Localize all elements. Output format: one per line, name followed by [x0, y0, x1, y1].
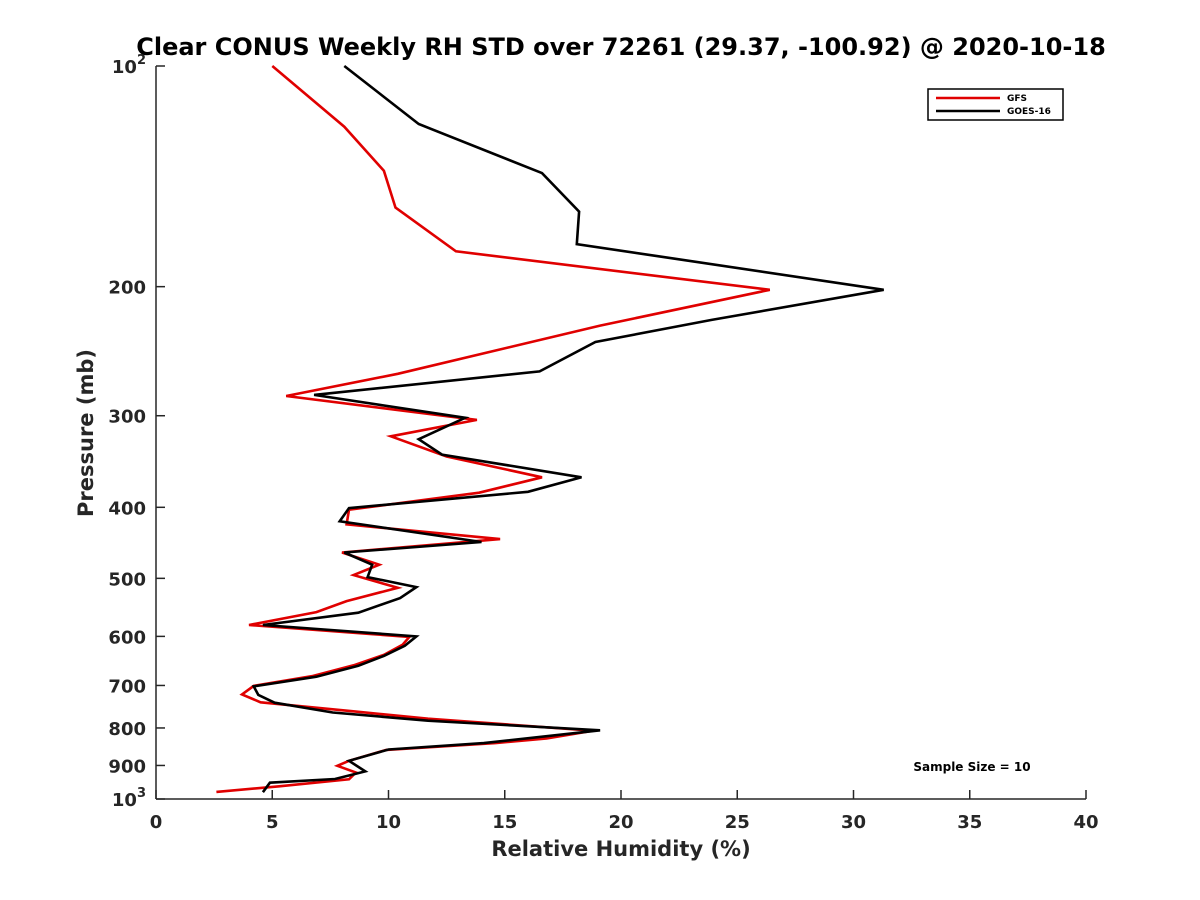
x-axis-label: Relative Humidity (%): [491, 837, 750, 861]
y-tick-label: 900: [108, 756, 146, 777]
y-tick-label: 200: [108, 278, 146, 299]
chart-title: Clear CONUS Weekly RH STD over 72261 (29…: [136, 33, 1106, 61]
y-tick-label: 800: [108, 719, 146, 740]
series-layer: [216, 64, 884, 794]
x-tick-label: 35: [957, 812, 982, 833]
ticks-layer: 0 5 10 15 20 25 30 35 40102200300400500600700800…: [108, 53, 1098, 833]
x-tick-label: 10: [376, 812, 401, 833]
plot-area: [156, 66, 1086, 799]
y-tick-label: 300: [108, 407, 146, 428]
series-line-gfs: [216, 65, 771, 794]
x-tick-label: 20: [608, 812, 633, 833]
x-tick-label: 40: [1073, 812, 1098, 833]
series-line-goes16: [251, 64, 884, 793]
x-tick-label: 15: [492, 812, 517, 833]
y-tick-label: 600: [108, 627, 146, 648]
y-tick-label: 400: [108, 498, 146, 519]
y-tick-label: 500: [108, 569, 146, 590]
legend: GFS GOES-16: [927, 88, 1064, 121]
x-tick-label: 5: [266, 812, 279, 833]
y-tick-label: 700: [108, 676, 146, 697]
legend-label-gfs: GFS: [1007, 94, 1027, 104]
legend-box: [927, 88, 1064, 121]
x-tick-label: 30: [841, 812, 866, 833]
sample-size-annotation: Sample Size = 10: [913, 760, 1030, 774]
y-axis-label: Pressure (mb): [74, 349, 98, 517]
x-tick-label: 25: [725, 812, 750, 833]
legend-label-goes16: GOES-16: [1007, 107, 1051, 117]
x-tick-label: 0: [150, 812, 163, 833]
